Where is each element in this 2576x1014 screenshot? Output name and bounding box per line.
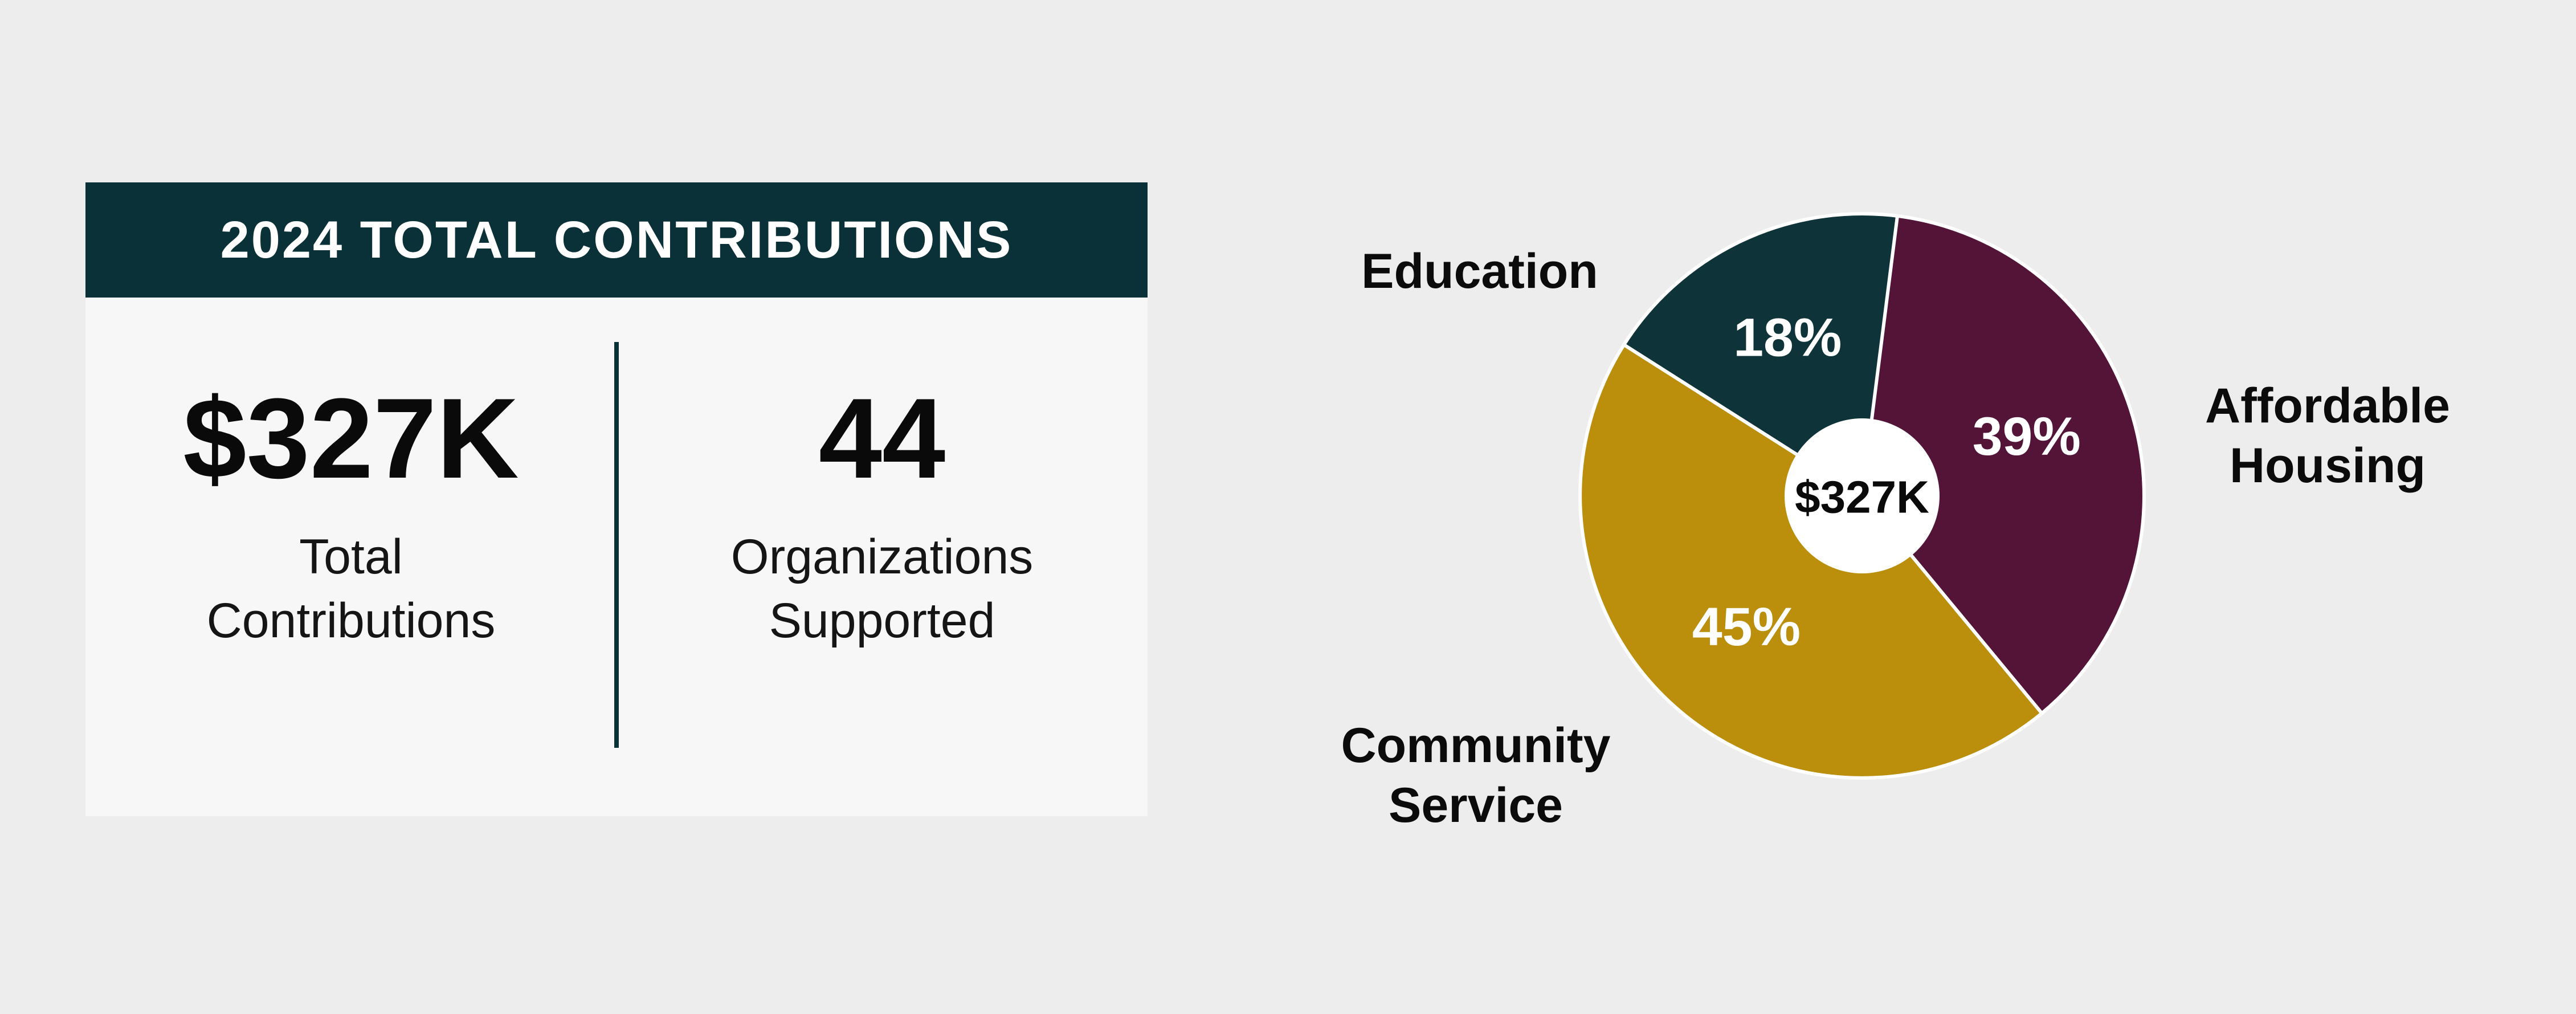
stat-total-contributions-label: Total Contributions (207, 526, 496, 653)
pie-percent-affordable-housing: 39% (1973, 406, 2081, 467)
donut-chart: $327K 39% 45% 18% (1578, 212, 2146, 780)
donut-hole (1785, 418, 1940, 573)
stat-label-line: Contributions (206, 593, 496, 648)
card-body: $327K Total Contributions 44 Organizatio… (85, 298, 1148, 816)
pie-slice-community-service (1578, 343, 2044, 780)
stat-total-contributions: $327K Total Contributions (85, 298, 617, 816)
stat-label-line: Total (299, 530, 403, 584)
stat-organizations-supported: 44 Organizations Supported (617, 298, 1148, 816)
pie-percent-education: 18% (1733, 307, 1842, 368)
stats-divider (614, 342, 619, 748)
donut-center-label: $327K (1795, 472, 1929, 523)
percent-labels-group: 39% 45% 18% (1692, 307, 2081, 657)
slices-group (1578, 212, 2146, 780)
stat-organizations-supported-value: 44 (818, 375, 946, 502)
card-header: 2024 TOTAL CONTRIBUTIONS (85, 182, 1148, 298)
pie-slice-affordable-housing (1860, 212, 2146, 715)
stat-label-line: Organizations (730, 530, 1034, 584)
pie-label-affordable-housing: Affordable Housing (2205, 378, 2450, 493)
stat-total-contributions-value: $327K (183, 375, 519, 502)
stat-organizations-supported-label: Organizations Supported (731, 526, 1034, 653)
summary-card: 2024 TOTAL CONTRIBUTIONS $327K Total Con… (85, 182, 1148, 816)
stat-label-line: Supported (769, 593, 995, 648)
pie-slice-education (1622, 212, 1899, 498)
pie-percent-community-service: 45% (1692, 597, 1801, 657)
card-title: 2024 TOTAL CONTRIBUTIONS (220, 210, 1013, 269)
